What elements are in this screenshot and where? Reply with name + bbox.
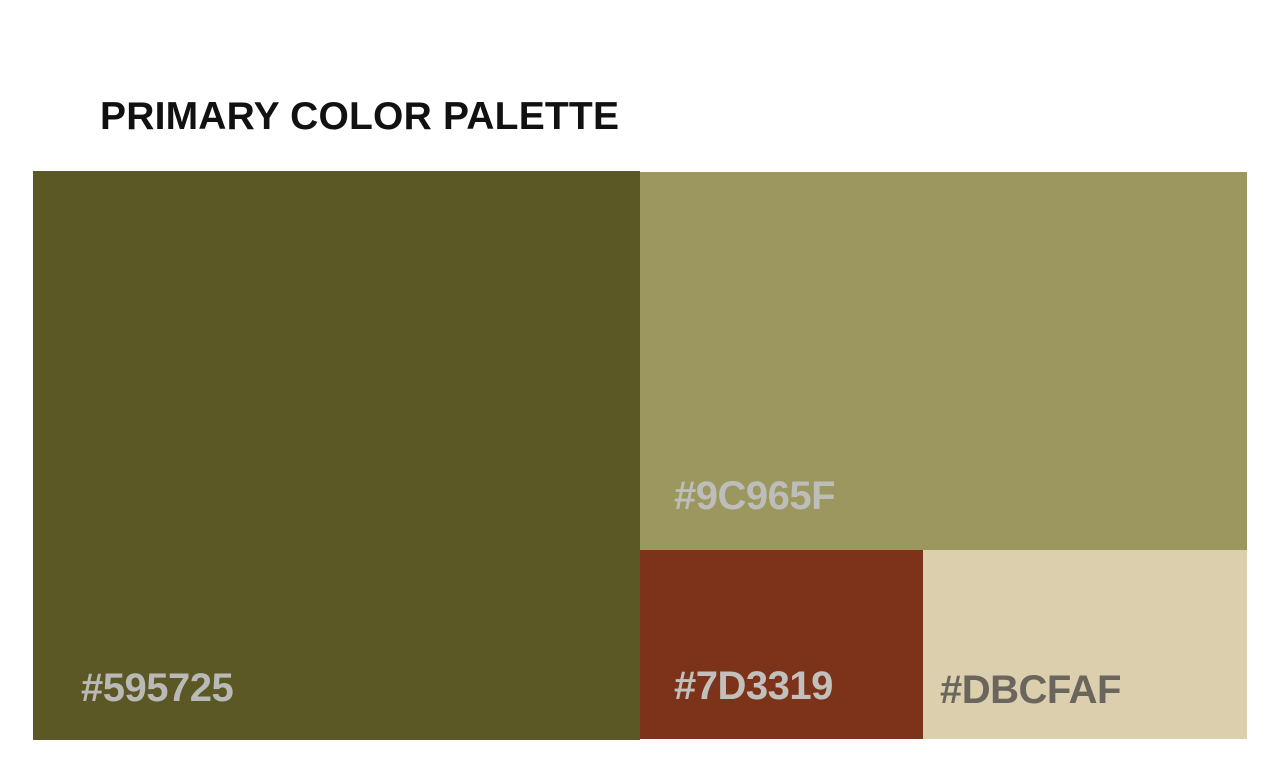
- color-swatch-sand: #DBCFAF: [923, 550, 1247, 739]
- color-swatch-rust: #7D3319: [640, 550, 923, 739]
- swatch-hex-label: #9C965F: [674, 474, 836, 518]
- page-title: PRIMARY COLOR PALETTE: [100, 95, 620, 138]
- color-swatch-light-olive: #9C965F: [640, 172, 1247, 550]
- color-swatch-primary-dark-olive: #595725: [33, 171, 640, 740]
- swatch-hex-label: #DBCFAF: [940, 668, 1121, 712]
- swatch-hex-label: #7D3319: [674, 664, 833, 708]
- swatch-hex-label: #595725: [81, 666, 234, 710]
